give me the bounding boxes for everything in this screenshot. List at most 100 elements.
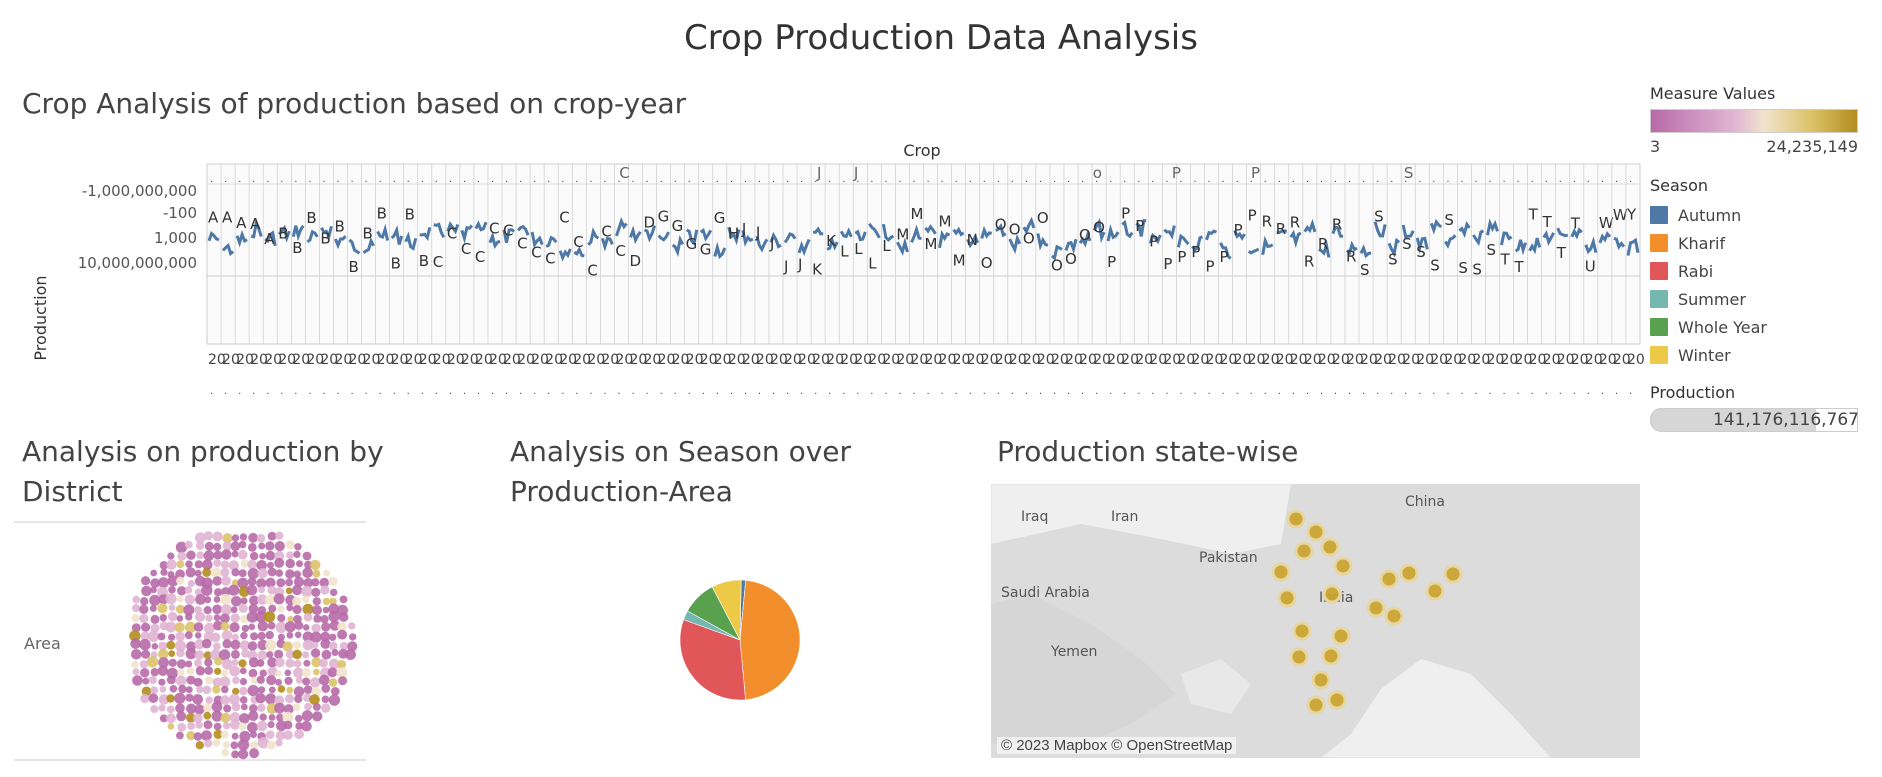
- bottom-dot-label: .: [1137, 386, 1140, 397]
- district-bubble: [185, 648, 197, 660]
- district-bubble: [131, 660, 139, 668]
- bottom-dot-label: .: [842, 386, 845, 397]
- district-bubble: [129, 630, 141, 642]
- district-bubble: [186, 675, 196, 685]
- district-bubble: [286, 551, 294, 560]
- x-tick-label: 20: [868, 352, 886, 368]
- production-line: [558, 248, 572, 262]
- district-bubble: [294, 729, 304, 740]
- crop-letter-label: B: [334, 218, 344, 236]
- district-bubble: [268, 686, 276, 694]
- crop-letter-label: C: [503, 222, 513, 240]
- bottom-dot-label: .: [1446, 386, 1449, 397]
- district-bubble: [256, 533, 266, 543]
- district-bubble: [140, 693, 150, 704]
- district-bubble: [132, 675, 143, 686]
- district-bubble: [174, 640, 187, 652]
- crop-letter-label: P: [1205, 258, 1214, 276]
- production-line: [362, 237, 375, 254]
- district-bubble: [202, 685, 212, 695]
- district-bubble: [229, 622, 240, 633]
- district-bubble: [275, 657, 285, 668]
- district-bubble: [274, 550, 285, 561]
- production-size-legend[interactable]: 141,176,116,767: [1650, 408, 1859, 432]
- crop-year-section-title: Crop Analysis of production based on cro…: [22, 87, 687, 120]
- season-legend-item[interactable]: Autumn: [1650, 201, 1870, 229]
- season-legend-item[interactable]: Winter: [1650, 341, 1870, 369]
- season-legend-item[interactable]: Rabi: [1650, 257, 1870, 285]
- crop-letter-label: L: [882, 237, 891, 255]
- measure-color-scale[interactable]: [1650, 109, 1858, 133]
- top-dot-label: .: [1264, 174, 1267, 185]
- district-bubble: [286, 631, 294, 639]
- season-legend-item[interactable]: Summer: [1650, 285, 1870, 313]
- crop-letter-label: M: [953, 251, 966, 269]
- district-bubble: [213, 550, 223, 560]
- district-bubble: [230, 719, 241, 730]
- season-legend-item[interactable]: Whole Year: [1650, 313, 1870, 341]
- district-bubble: [157, 632, 166, 641]
- production-line: [813, 226, 824, 236]
- bottom-dot-label: .: [1236, 386, 1239, 397]
- district-bubble: [247, 559, 257, 570]
- top-dot-label: .: [1376, 174, 1379, 185]
- top-dot-label: .: [1207, 174, 1210, 185]
- crop-letter-label: K: [812, 261, 823, 279]
- production-line: [1345, 240, 1358, 256]
- area-row-label: Area: [24, 634, 61, 653]
- production-line: [839, 227, 853, 239]
- production-line: [1318, 239, 1331, 258]
- bottom-dot-label: .: [1123, 386, 1126, 397]
- top-dot-label: .: [1334, 174, 1337, 185]
- season-legend-item[interactable]: Kharif: [1650, 229, 1870, 257]
- top-dot-label: .: [997, 174, 1000, 185]
- district-bubble: [240, 597, 248, 605]
- district-bubble: [239, 686, 248, 696]
- district-bubble: [296, 560, 303, 568]
- top-dot-label: .: [477, 174, 480, 185]
- district-bubble: [249, 595, 259, 606]
- district-bubble: [267, 657, 278, 668]
- district-bubble: [248, 668, 258, 678]
- bottom-dot-label: .: [955, 386, 958, 397]
- district-bubble: [277, 633, 285, 641]
- district-bubble: [165, 621, 177, 633]
- x-tick-label: 20: [1501, 352, 1519, 368]
- district-bubble: [285, 540, 295, 550]
- bottom-dot-label: .: [688, 386, 691, 397]
- district-bubble: [131, 604, 141, 613]
- bottom-dot-label: .: [631, 386, 634, 397]
- district-bubble: [231, 732, 239, 740]
- district-bubble: [222, 658, 233, 670]
- x-tick-label: 20: [1135, 352, 1153, 368]
- state-marker: [1322, 584, 1342, 604]
- district-bubble: [302, 651, 310, 659]
- x-tick-label: 20: [489, 352, 507, 368]
- district-bubble: [293, 667, 304, 678]
- district-bubble: [248, 710, 259, 721]
- district-bubble: [203, 703, 213, 713]
- district-bubble: [222, 541, 233, 551]
- district-bubble: [287, 616, 294, 623]
- x-tick-label: 20: [967, 352, 985, 368]
- bottom-dot-label: .: [1011, 386, 1014, 397]
- district-bubble: [283, 720, 293, 730]
- bottom-dot-label: .: [322, 386, 325, 397]
- district-bubble: [238, 603, 248, 613]
- production-line: [1008, 233, 1022, 254]
- district-bubble: [202, 559, 213, 570]
- district-bubble: [337, 629, 348, 640]
- district-bubble: [184, 540, 193, 549]
- district-bubble: [339, 641, 349, 651]
- bottom-dot-label: .: [969, 386, 972, 397]
- district-bubble: [148, 676, 157, 684]
- district-bubble: [169, 685, 178, 693]
- crop-letter-label: W: [1613, 206, 1628, 224]
- state-marker: [1333, 556, 1353, 576]
- district-bubble: [239, 533, 248, 541]
- production-line: [741, 229, 754, 247]
- bottom-dot-label: .: [1503, 386, 1506, 397]
- district-bubble: [158, 704, 166, 712]
- district-bubble: [150, 586, 157, 594]
